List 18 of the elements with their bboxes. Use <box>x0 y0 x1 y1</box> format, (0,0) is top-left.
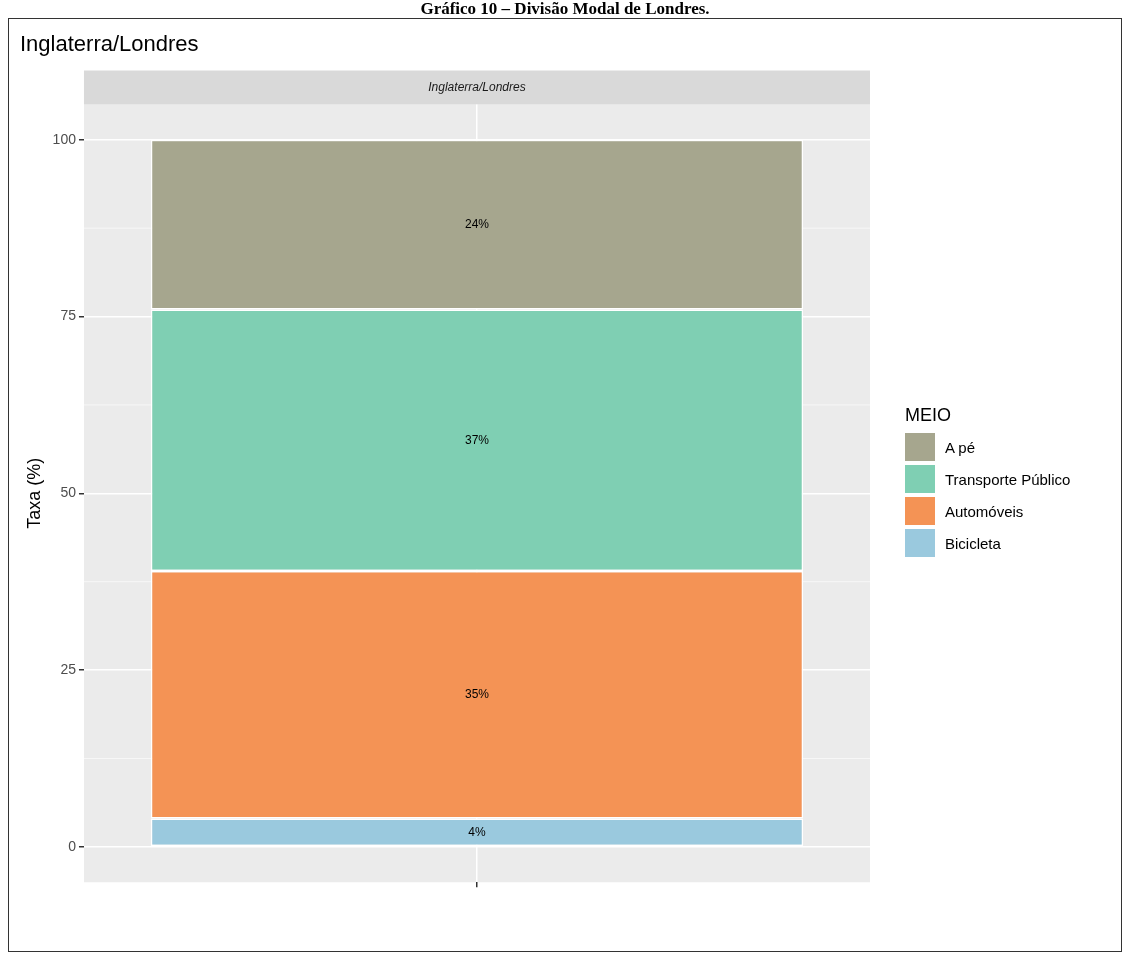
legend-label: A pé <box>945 438 976 456</box>
chart-subtitle: Inglaterra/Londres <box>428 79 526 94</box>
y-tick-label: 25 <box>60 660 77 677</box>
text: Gráfico 10 – Divisão Modal de Londres. <box>419 0 711 18</box>
data-label: 37% <box>464 432 490 447</box>
y-axis-title: Taxa (%) <box>23 457 44 529</box>
y-tick-label: 100 <box>52 130 77 147</box>
y-tick-label: 50 <box>60 484 77 501</box>
data-label: 4% <box>468 824 486 839</box>
chart-title: Inglaterra/Londres <box>20 31 199 57</box>
y-tick-label: 0 <box>68 837 77 854</box>
legend-title: MEIO <box>905 405 952 426</box>
legend-label: Automóveis <box>945 502 1024 520</box>
y-tick-label: 75 <box>60 307 77 324</box>
legend-label: Transporte Público <box>945 470 1071 488</box>
data-label: 35% <box>464 687 490 702</box>
legend-label: Bicicleta <box>945 534 1001 552</box>
data-label: 24% <box>464 216 490 231</box>
